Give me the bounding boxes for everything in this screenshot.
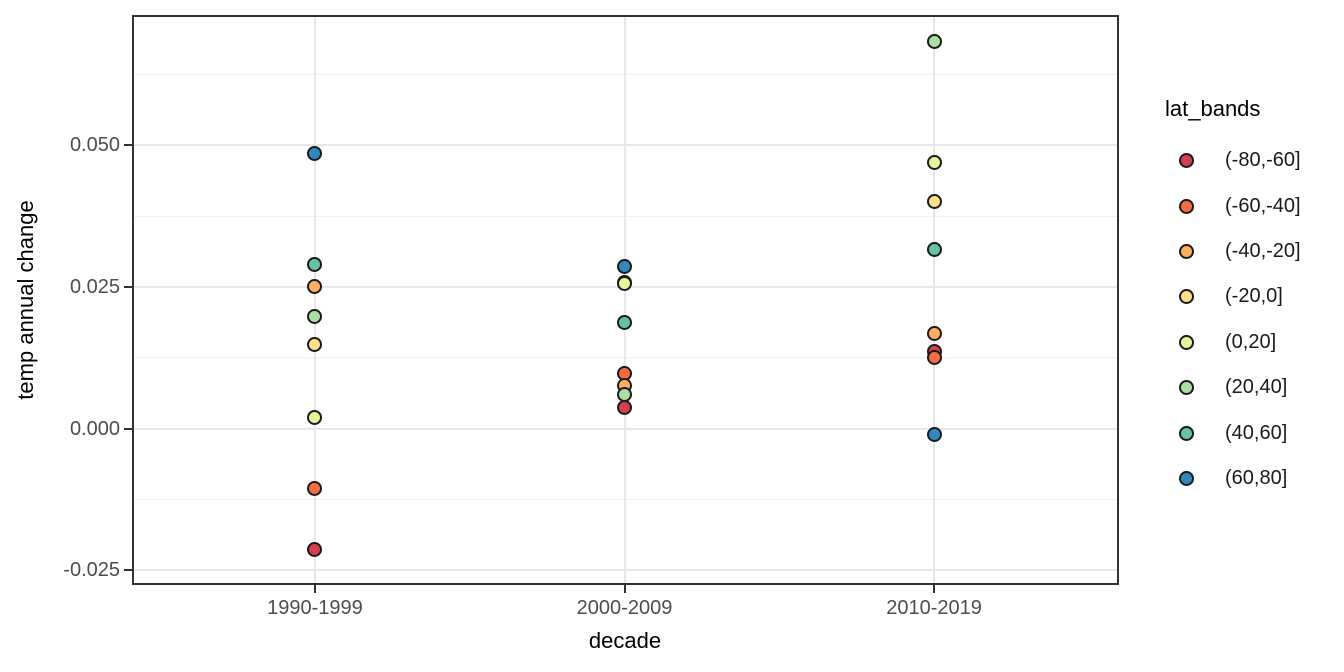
plot-panel [132,15,1119,585]
x-tick-label: 2000-2009 [576,597,673,619]
x-axis-title: decade [588,628,662,653]
legend-item-label: (-20,0] [1225,285,1283,308]
legend-item: (-40,-20] [1165,229,1301,274]
data-point [926,33,942,49]
y-tick-mark [124,427,132,430]
legend-key-dot [1179,153,1194,169]
data-point [307,145,323,161]
legend-item: (-20,0] [1165,274,1301,319]
data-point [926,427,942,443]
legend-key-dot [1179,380,1194,396]
legend-item: (-80,-60] [1165,138,1301,183]
legend-item-label: (-80,-60] [1225,149,1301,172]
legend-item-label: (40,60] [1225,421,1288,444]
legend-item: (60,80] [1165,456,1301,501]
gridline-major [313,15,316,585]
legend-item-label: (-60,-40] [1225,194,1301,217]
data-point [617,314,632,330]
y-tick-mark [124,285,132,288]
x-tick-label: 2010-2019 [886,597,982,619]
y-tick-mark [124,569,132,572]
y-axis-title: temp annual change [13,200,38,400]
data-point [307,410,323,426]
data-point [926,350,942,366]
legend-key-dot [1179,198,1194,214]
data-point [926,241,942,257]
x-tick-label: 1990-1999 [267,597,363,619]
y-tick-label: 0.050 [69,134,120,157]
legend: lat_bands (-80,-60] (-60,-40] (-40,-20] (-2… [1165,97,1301,501]
legend-item: (0,20] [1165,320,1301,365]
legend-key-dot [1179,289,1194,305]
data-point [617,399,632,415]
gridline-minor [132,498,1119,500]
legend-item: (20,40] [1165,365,1301,410]
y-tick-label: -0.025 [63,559,120,582]
legend-item-label: (60,80] [1225,466,1288,489]
x-tick-mark [313,585,316,593]
legend-item: (40,60] [1165,410,1301,455]
gridline-minor [132,357,1119,359]
y-tick-label: 0.025 [69,275,120,298]
legend-item: (-60,-40] [1165,183,1301,228]
data-point [307,480,323,496]
gridline-major [132,569,1119,572]
legend-item-label: (20,40] [1225,376,1288,399]
data-point [617,258,632,274]
data-point [307,256,323,272]
x-tick-mark [623,585,626,593]
y-tick-mark [124,144,132,147]
data-point [926,325,942,341]
gridline-major [132,427,1119,430]
data-point [307,279,323,295]
data-point [617,275,632,291]
legend-item-label: (-40,-20] [1225,239,1301,262]
data-point [617,386,632,402]
data-point [307,542,323,558]
legend-items: (-80,-60] (-60,-40] (-40,-20] (-20,0] (0,20]… [1165,138,1301,501]
x-tick-mark [933,585,936,593]
data-point [307,309,323,325]
gridline-major [132,144,1119,147]
legend-key-dot [1179,334,1194,350]
gridline-major [623,15,626,585]
data-point [926,194,942,210]
gridline-minor [132,215,1119,217]
gridline-major [933,15,936,585]
legend-key-dot [1179,470,1194,486]
legend-item-label: (0,20] [1225,330,1277,353]
legend-key-dot [1179,425,1194,441]
legend-key-dot [1179,243,1194,259]
data-point [307,336,323,352]
gridline-minor [132,73,1119,75]
y-tick-label: 0.000 [69,417,120,440]
legend-title: lat_bands [1165,96,1261,121]
data-point [926,154,942,170]
